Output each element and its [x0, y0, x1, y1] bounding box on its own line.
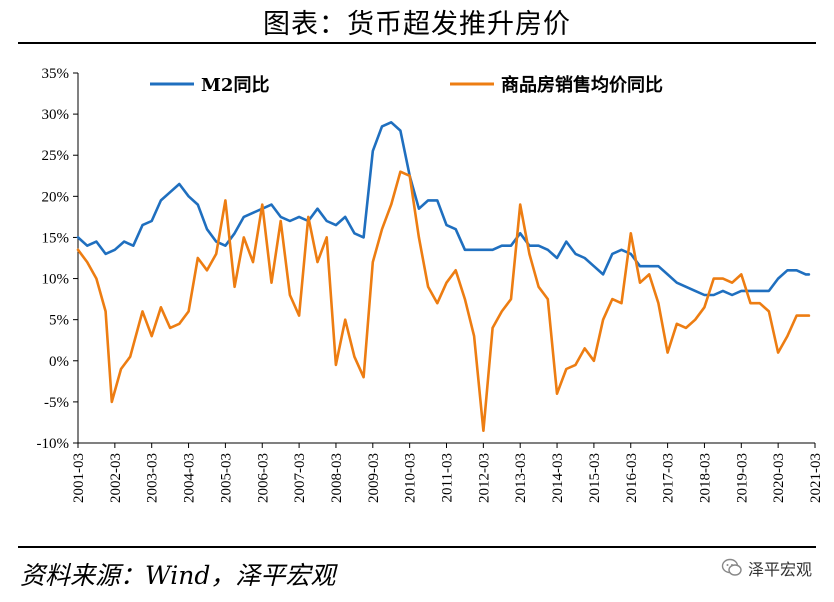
x-tick-label: 2018-03	[697, 453, 713, 503]
y-tick-label: 0%	[49, 354, 69, 370]
x-tick-label: 2017-03	[661, 453, 677, 503]
series-layer	[76, 121, 811, 432]
y-tick-label: 15%	[42, 230, 70, 246]
y-tick-label: 20%	[42, 189, 70, 205]
brand-watermark: 泽平宏观	[721, 556, 812, 580]
m2-series-line	[76, 121, 811, 297]
x-tick-label: 2006-03	[255, 453, 271, 503]
x-tick-label: 2004-03	[182, 453, 198, 503]
x-tick-label: 2014-03	[550, 453, 566, 503]
x-tick-label: 2020-03	[771, 453, 787, 503]
x-tick-label: 2015-03	[587, 453, 603, 503]
brand-name: 泽平宏观	[747, 560, 812, 579]
legend: M2同比 商品房销售均价同比	[150, 74, 663, 96]
legend-item-price: 商品房销售均价同比	[450, 74, 663, 96]
x-tick-label: 2021-03	[808, 453, 824, 503]
y-tick-label: -10%	[37, 436, 70, 452]
legend-item-m2: M2同比	[150, 75, 269, 96]
y-tick-label: 30%	[42, 107, 70, 123]
x-tick-label: 2008-03	[329, 453, 345, 503]
legend-label: M2同比	[201, 75, 269, 96]
x-tick-label: 2009-03	[366, 453, 382, 503]
y-axis: -10% -5% 0% 5% 10% 15% 20% 25% 30% 35%	[37, 66, 79, 452]
source-note: 资料来源：Wind，泽平宏观	[20, 561, 336, 590]
x-tick-label: 2005-03	[218, 453, 234, 503]
price-series-line	[76, 170, 811, 432]
y-tick-label: 10%	[42, 272, 70, 288]
footer-divider	[18, 546, 816, 548]
x-axis: 2001-03 2002-03 2003-03 2004-03 2005-03 2006-…	[71, 442, 824, 503]
chart-title: 图表：货币超发推升房价	[263, 9, 571, 40]
wechat-icon	[721, 558, 742, 576]
y-tick-label: 5%	[49, 313, 69, 329]
title-divider	[18, 42, 816, 44]
legend-label: 商品房销售均价同比	[501, 74, 663, 96]
chart-svg: -10%-5%0%5%10%15%20%25%30%35% 2001-03 200…	[37, 66, 825, 503]
x-tick-label: 2002-03	[108, 453, 124, 503]
y-tick-label: -5%	[44, 395, 69, 411]
y-tick-label: 35%	[42, 66, 70, 82]
x-tick-label: 2012-03	[476, 453, 492, 503]
y-tick-label: 25%	[42, 148, 70, 164]
x-tick-label: 2001-03	[71, 453, 87, 503]
x-tick-label: 2003-03	[145, 453, 161, 503]
x-tick-label: 2010-03	[403, 453, 419, 503]
x-tick-label: 2016-03	[624, 453, 640, 503]
x-tick-label: 2019-03	[734, 453, 750, 503]
x-tick-label: 2011-03	[440, 453, 456, 502]
x-tick-label: 2013-03	[513, 453, 529, 503]
x-tick-label: 2007-03	[292, 453, 308, 503]
